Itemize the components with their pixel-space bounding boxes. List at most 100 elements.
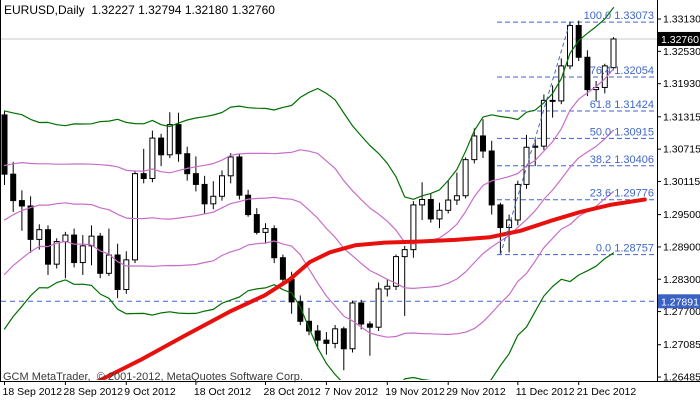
- candle: [175, 124, 182, 155]
- bollinger-bands-inner: [3, 68, 615, 338]
- candle: [384, 285, 391, 290]
- price-axis-label: 1.33130: [663, 14, 700, 26]
- candle: [453, 195, 460, 201]
- candle: [140, 173, 147, 180]
- candle: [288, 278, 295, 303]
- ohlc-high: 1.32794: [138, 3, 182, 17]
- copyright-watermark: GCM MetaTrader, © 2001-2012, MetaQuotes …: [3, 371, 303, 383]
- price-axis-label: 1.27700: [663, 306, 700, 318]
- candle: [132, 173, 138, 261]
- price-axis-label: 1.28900: [663, 241, 700, 253]
- candle: [340, 328, 347, 350]
- candle: [610, 38, 617, 69]
- time-axis-label: 28 Oct 2012: [264, 386, 321, 398]
- time-axis[interactable]: 18 Sep 2012 28 Sep 2012 9 Oct 2012 18 Oct 2…: [3, 382, 637, 398]
- svg-text:1.32760: 1.32760: [661, 34, 699, 46]
- price-axis-label: 1.30115: [663, 176, 700, 188]
- candle: [419, 199, 426, 206]
- time-axis-label: 28 Sep 2012: [63, 386, 123, 398]
- candle: [436, 209, 443, 220]
- candle: [567, 24, 573, 67]
- candle: [149, 137, 156, 180]
- candle: [393, 256, 399, 287]
- candle: [158, 137, 165, 156]
- candle: [514, 183, 521, 221]
- candle: [314, 330, 321, 341]
- candle: [401, 249, 408, 258]
- time-axis-label: 11 Dec 2012: [516, 386, 575, 398]
- fib-level-label: 76.4 1.32054: [590, 65, 654, 77]
- candle: [497, 204, 504, 229]
- candle: [462, 159, 469, 197]
- candle: [253, 214, 260, 233]
- candle: [306, 320, 312, 332]
- ohlc-open: 1.32227: [91, 3, 135, 17]
- candle: [53, 241, 60, 265]
- candle: [184, 153, 191, 175]
- time-axis-label: 9 Oct 2012: [124, 386, 176, 398]
- fib-level-label: 23.6 1.29776: [590, 188, 654, 200]
- time-axis-label: 18 Sep 2012: [3, 386, 63, 398]
- candle: [97, 235, 104, 274]
- candle: [79, 245, 86, 264]
- plot-border: [0, 0, 700, 382]
- candle: [366, 323, 373, 328]
- fib-level-label: 61.8 1.31424: [590, 99, 654, 111]
- candle: [375, 288, 382, 328]
- candle: [10, 173, 17, 202]
- time-axis-label: 18 Oct 2012: [194, 386, 251, 398]
- time-axis-label: 29 Nov 2012: [446, 386, 506, 398]
- fibonacci-trendline[interactable]: [499, 21, 571, 255]
- svg-text:1.27891: 1.27891: [661, 296, 699, 308]
- price-axis-label: 1.32530: [663, 46, 700, 58]
- candle: [201, 183, 208, 205]
- candle: [279, 257, 286, 280]
- candle: [488, 150, 495, 206]
- symbol-period-label: EURUSD,Daily: [4, 3, 85, 17]
- candle: [480, 135, 486, 152]
- candle: [358, 302, 365, 325]
- candle: [27, 205, 34, 240]
- candle: [549, 99, 556, 102]
- candle: [236, 156, 243, 196]
- candle: [349, 302, 356, 350]
- fib-level-label: 50.0 1.30915: [590, 126, 654, 138]
- candle: [323, 339, 330, 344]
- price-axis-label: 1.31930: [663, 78, 700, 90]
- red-moving-average-line: [95, 197, 647, 380]
- candle: [105, 254, 112, 274]
- time-axis-label: 7 Nov 2012: [324, 386, 378, 398]
- candle: [245, 194, 252, 216]
- fib-level-label: 0.0 1.28757: [596, 243, 654, 255]
- candle: [262, 228, 269, 233]
- candle: [506, 219, 513, 229]
- price-axis-label: 1.26485: [663, 372, 700, 384]
- candle: [219, 175, 225, 197]
- candle: [271, 228, 278, 259]
- price-axis-label: 1.31315: [663, 111, 700, 123]
- candle: [584, 56, 591, 91]
- time-axis-label: 21 Dec 2012: [577, 386, 637, 398]
- candle: [123, 259, 130, 290]
- candle: [445, 199, 452, 211]
- candle: [88, 235, 95, 247]
- fibonacci-level-labels: 100.0 1.33073 76.4 1.32054 61.8 1.31424 50.…: [584, 10, 654, 255]
- candle: [427, 199, 434, 220]
- candle: [71, 234, 78, 264]
- candle: [36, 229, 43, 240]
- candle: [540, 99, 547, 147]
- price-axis-label: 1.28300: [663, 274, 700, 286]
- candle: [332, 328, 339, 344]
- candle: [410, 204, 417, 251]
- bollinger-bands-outer: [3, 6, 615, 380]
- candle: [192, 173, 199, 185]
- candle: [114, 254, 121, 290]
- candle: [210, 195, 217, 205]
- fib-level-label: 100.0 1.33073: [584, 10, 654, 22]
- candle: [62, 234, 69, 243]
- candle: [558, 65, 565, 102]
- price-axis-badges: 1.32760 1.27891: [658, 31, 700, 309]
- price-axis[interactable]: 1.33130 1.32530 1.31930 1.31315 1.30715 1.301…: [657, 14, 700, 384]
- candle: [227, 156, 234, 177]
